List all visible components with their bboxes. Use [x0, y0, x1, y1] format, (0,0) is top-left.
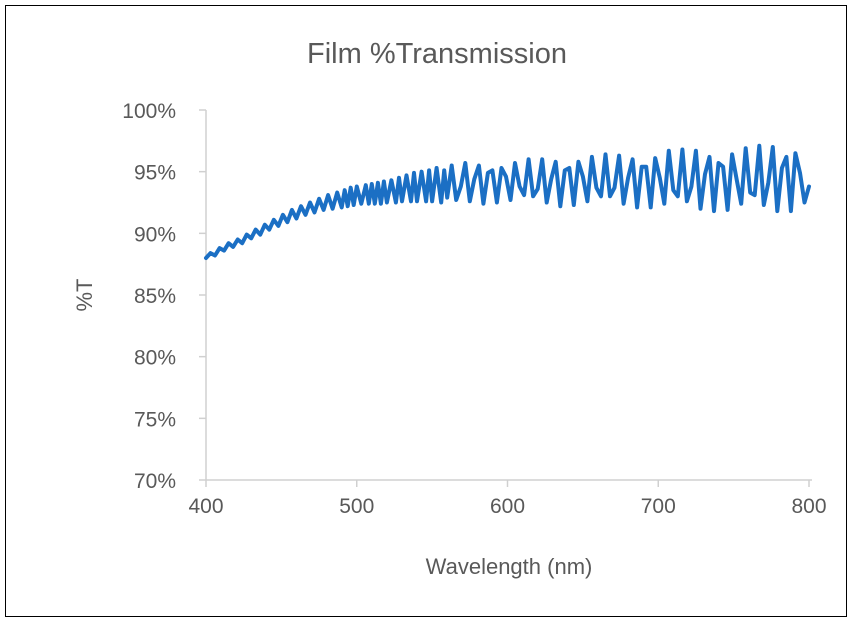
x-axis-label: Wavelength (nm): [426, 554, 593, 579]
y-tick-label: 70%: [134, 470, 176, 493]
y-tick-label: 100%: [122, 100, 176, 123]
y-tick-label: 80%: [134, 347, 176, 370]
x-tick-group: 400 500 600 700 800: [188, 480, 827, 518]
x-tick-label: 600: [490, 495, 525, 518]
y-tick-label: 75%: [134, 408, 176, 431]
series-line-transmission: [204, 143, 811, 260]
chart-frame: [5, 5, 847, 617]
x-tick-label: 400: [188, 495, 223, 518]
x-tick-label: 700: [641, 495, 676, 518]
y-tick-label: 90%: [134, 223, 176, 246]
chart-title: Film %Transmission: [307, 38, 567, 70]
x-tick-label: 800: [791, 495, 826, 518]
y-tick-label: 95%: [134, 162, 176, 185]
y-tick-group: 70% 75% 80% 85% 90% 95% 100%: [122, 100, 206, 493]
x-tick-label: 500: [339, 495, 374, 518]
y-axis-label: %T: [72, 279, 97, 312]
y-tick-label: 85%: [134, 285, 176, 308]
